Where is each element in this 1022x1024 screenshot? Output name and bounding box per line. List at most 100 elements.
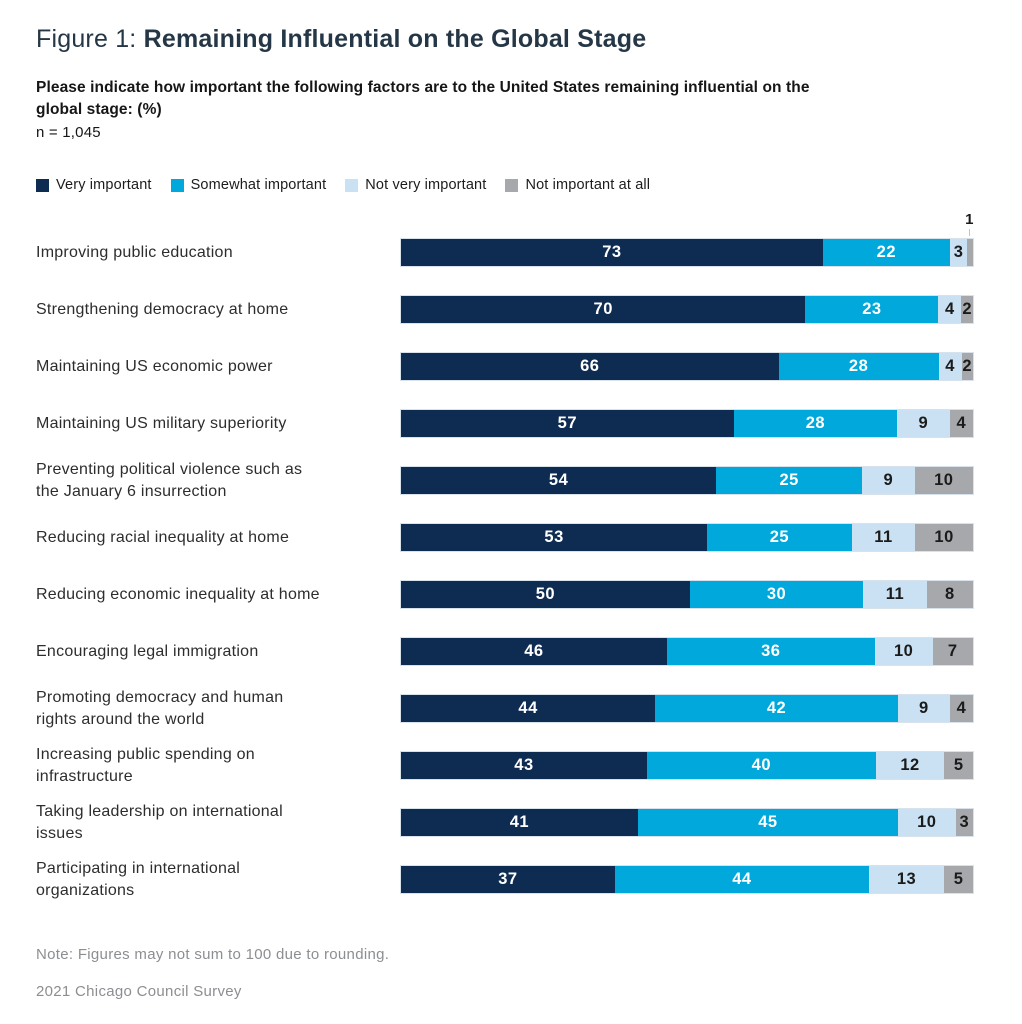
stacked-bar: 66 28 4 2 (401, 353, 973, 380)
segment-value: 13 (896, 870, 917, 888)
segment-value: 22 (876, 243, 896, 261)
segment-value: 53 (544, 528, 564, 546)
segment-not-very-important: 10 (874, 638, 933, 665)
category-label: Maintaining US military superiority (36, 414, 287, 432)
segment-not-important-at-all: 10 (914, 467, 973, 494)
figure-number-label: Figure 1: (36, 25, 137, 53)
figure-container: Figure 1: Remaining Influential on the G… (36, 25, 974, 1000)
segment-value: 10 (934, 471, 954, 489)
segment-not-very-important: 4 (938, 353, 962, 380)
segment-value: 45 (758, 813, 778, 831)
segment-not-very-important: 4 (938, 296, 962, 323)
segment-value: 12 (900, 756, 920, 774)
segment-somewhat-important: 25 (716, 467, 863, 494)
segment-somewhat-important: 30 (689, 581, 864, 608)
segment-value: 4 (956, 699, 967, 717)
chart-row: Participating in international organizat… (36, 851, 973, 908)
category-label: Maintaining US economic power (36, 357, 273, 375)
segment-value: 73 (602, 243, 622, 261)
legend-item-somewhat-important: Somewhat important (170, 177, 327, 193)
legend-swatch-icon (170, 178, 184, 192)
chart-row: Encouraging legal immigration 46 36 10 7 (36, 623, 973, 680)
stacked-bar: 57 28 9 4 (401, 410, 973, 437)
segment-value: 7 (947, 642, 958, 660)
segment-very-important: 37 (401, 866, 615, 893)
segment-not-very-important: 9 (897, 695, 950, 722)
legend: Very important Somewhat important Not very… (36, 177, 973, 193)
segment-somewhat-important: 28 (778, 353, 939, 380)
segment-value: 8 (945, 585, 955, 603)
segment-not-important-at-all: 5 (944, 866, 973, 893)
segment-very-important: 54 (401, 467, 717, 494)
segment-value: 46 (524, 642, 544, 660)
segment-not-very-important: 3 (949, 239, 968, 266)
segment-not-important-at-all: 3 (955, 809, 973, 836)
category-label: Preventing political violence such as th… (36, 460, 303, 500)
segment-value: 10 (893, 642, 914, 660)
stacked-bar: 70 23 4 2 (401, 296, 973, 323)
category-label: Reducing economic inequality at home (36, 585, 320, 603)
chart-row: Increasing public spending on infrastruc… (36, 737, 973, 794)
segment-value: 41 (509, 813, 530, 831)
segment-value: 2 (962, 357, 973, 375)
segment-value: 50 (535, 585, 556, 603)
segment-value: 43 (514, 756, 534, 774)
segment-value: 66 (580, 357, 600, 375)
segment-not-important-at-all: 8 (926, 581, 973, 608)
category-label: Increasing public spending on infrastruc… (36, 745, 255, 785)
segment-somewhat-important: 40 (646, 752, 876, 779)
segment-not-important-at-all: 2 (961, 296, 973, 323)
segment-somewhat-important: 44 (614, 866, 869, 893)
segment-value: 3 (959, 813, 970, 831)
segment-value: 9 (919, 699, 929, 717)
stacked-bar: 53 25 11 10 (401, 524, 973, 551)
segment-value: 4 (956, 414, 967, 432)
segment-value: 23 (862, 300, 882, 318)
segment-somewhat-important: 42 (655, 695, 898, 722)
segment-value: 37 (498, 870, 518, 888)
survey-question: Please indicate how important the follow… (36, 79, 810, 118)
chart-row: Promoting democracy and human rights aro… (36, 680, 973, 737)
chart-row: Preventing political violence such as th… (36, 452, 973, 509)
segment-value: 10 (917, 813, 937, 831)
legend-item-not-very-important: Not very important (345, 177, 486, 193)
legend-label: Not important at all (525, 177, 651, 193)
segment-very-important: 70 (401, 296, 806, 323)
segment-value: 44 (732, 870, 752, 888)
segment-value: 44 (518, 699, 538, 717)
segment-value: 11 (874, 528, 893, 546)
stacked-bar: 50 30 11 8 (401, 581, 973, 608)
sample-size: n = 1,045 (36, 124, 101, 141)
segment-not-very-important: 10 (897, 809, 956, 836)
segment-not-important-at-all: 7 (932, 638, 973, 665)
category-label: Strengthening democracy at home (36, 300, 289, 318)
segment-value: 30 (766, 585, 787, 603)
segment-somewhat-important: 28 (733, 410, 898, 437)
segment-very-important: 41 (401, 809, 638, 836)
segment-somewhat-important: 45 (637, 809, 898, 836)
segment-value: 57 (557, 414, 578, 432)
stacked-bar: 46 36 10 7 (401, 638, 973, 665)
segment-somewhat-important: 23 (805, 296, 939, 323)
callout-value: 1 (965, 211, 974, 228)
category-label: Taking leadership on international issue… (36, 802, 283, 842)
segment-value: 9 (883, 471, 894, 489)
segment-very-important: 53 (401, 524, 708, 551)
category-label: Reducing racial inequality at home (36, 528, 290, 546)
segment-value: 4 (945, 300, 955, 318)
segment-not-important-at-all: 4 (949, 695, 973, 722)
legend-item-very-important: Very important (36, 177, 152, 193)
segment-value: 28 (805, 414, 826, 432)
legend-item-not-important-at-all: Not important at all (505, 177, 650, 193)
segment-not-very-important: 9 (862, 467, 915, 494)
segment-very-important: 46 (401, 638, 667, 665)
legend-label: Very important (56, 177, 152, 193)
stacked-bar: 73 22 3 1 (401, 212, 974, 266)
chart-row: Maintaining US economic power 66 28 4 2 (36, 338, 973, 395)
chart-row: Reducing economic inequality at home 50 30… (36, 566, 973, 623)
stacked-bar: 43 40 12 5 (401, 752, 973, 779)
segment-not-very-important: 11 (863, 581, 927, 608)
category-label: Encouraging legal immigration (36, 642, 259, 660)
segment-not-important-at-all (967, 239, 973, 266)
segment-value: 9 (918, 414, 929, 432)
